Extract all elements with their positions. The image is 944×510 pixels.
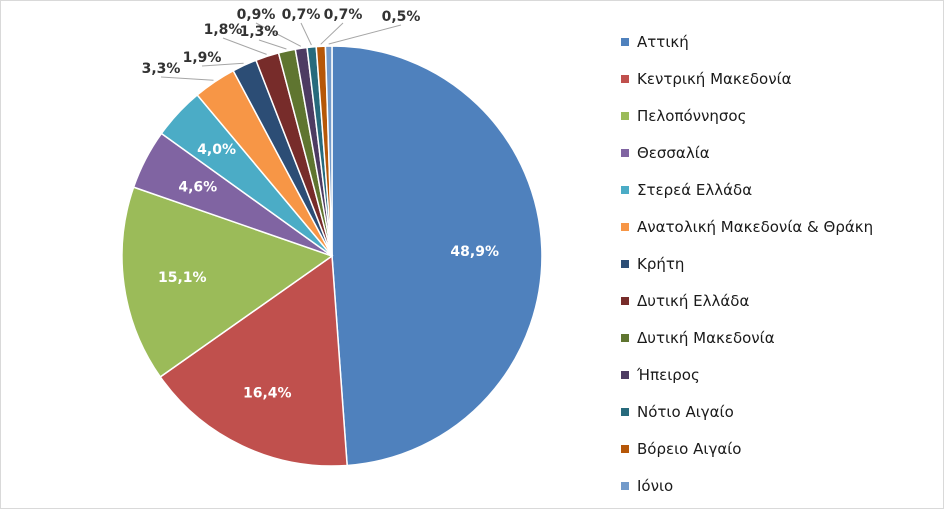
legend-label: Κρήτη	[637, 254, 685, 273]
leader-line	[258, 39, 287, 50]
legend-label: Δυτική Μακεδονία	[637, 328, 775, 347]
legend-item: Κρήτη	[621, 245, 931, 282]
legend-item: Ήπειρος	[621, 356, 931, 393]
legend-swatch	[621, 74, 629, 83]
legend-swatch	[621, 481, 629, 490]
leader-line	[320, 22, 344, 45]
pie-slice	[324, 45, 333, 257]
data-labels: 48,9%16,4%15,1%4,6%4,0%3,3%1,9%1,8%1,3%0…	[142, 7, 499, 402]
data-label: 0,5%	[382, 9, 421, 25]
data-label: 1,8%	[204, 22, 243, 38]
leader-line	[201, 62, 244, 67]
leader-line	[328, 24, 402, 45]
data-label: 1,3%	[240, 24, 279, 40]
legend-label: Ιόνιο	[637, 476, 674, 495]
legend-swatch	[621, 444, 629, 453]
legend-swatch	[621, 370, 629, 379]
legend-item: Πελοπόννησος	[621, 97, 931, 134]
data-label: 48,9%	[450, 244, 499, 260]
legend-swatch	[621, 37, 629, 46]
legend-label: Νότιο Αιγαίο	[637, 402, 734, 421]
legend-label: Πελοπόννησος	[637, 106, 747, 125]
legend-swatch	[621, 407, 629, 416]
legend-swatch	[621, 296, 629, 305]
legend-item: Βόρειο Αιγαίο	[621, 430, 931, 467]
legend-item: Δυτική Μακεδονία	[621, 319, 931, 356]
legend-item: Θεσσαλία	[621, 134, 931, 171]
legend-label: Στερεά Ελλάδα	[637, 180, 753, 199]
pie-slices	[121, 45, 543, 467]
legend-item: Αττική	[621, 23, 931, 60]
legend-label: Δυτική Ελλάδα	[637, 291, 750, 310]
data-label: 0,7%	[324, 7, 363, 23]
legend-item: Κεντρική Μακεδονία	[621, 60, 931, 97]
data-label: 0,7%	[282, 7, 321, 23]
leader-lines	[160, 22, 402, 81]
data-label: 4,6%	[178, 179, 217, 195]
legend: Αττική Κεντρική Μακεδονία Πελοπόννησος Θεσσ…	[621, 23, 931, 504]
pie-slice	[331, 45, 543, 467]
legend-item: Δυτική Ελλάδα	[621, 282, 931, 319]
data-label: 16,4%	[243, 386, 292, 402]
legend-label: Ήπειρος	[637, 365, 700, 384]
legend-item: Νότιο Αιγαίο	[621, 393, 931, 430]
legend-item: Στερεά Ελλάδα	[621, 171, 931, 208]
data-label: 15,1%	[158, 270, 207, 286]
pie-slice	[121, 186, 334, 378]
legend-swatch	[621, 148, 629, 157]
data-label: 1,9%	[183, 50, 222, 66]
legend-label: Αττική	[637, 32, 689, 51]
legend-swatch	[621, 111, 629, 120]
legend-swatch	[621, 222, 629, 231]
leader-line	[300, 22, 312, 46]
leader-line	[222, 37, 267, 55]
legend-label: Κεντρική Μακεδονία	[637, 69, 792, 88]
leader-line	[160, 76, 214, 81]
legend-label: Βόρειο Αιγαίο	[637, 439, 742, 458]
legend-item: Ανατολική Μακεδονία & Θράκη	[621, 208, 931, 245]
legend-swatch	[621, 259, 629, 268]
legend-item: Ιόνιο	[621, 467, 931, 504]
legend-label: Ανατολική Μακεδονία & Θράκη	[637, 217, 874, 236]
legend-swatch	[621, 185, 629, 194]
leader-line	[255, 22, 302, 47]
data-label: 0,9%	[237, 7, 276, 23]
data-label: 3,3%	[142, 61, 181, 77]
legend-swatch	[621, 333, 629, 342]
pie-slice	[159, 254, 348, 467]
legend-label: Θεσσαλία	[637, 143, 710, 162]
data-label: 4,0%	[197, 142, 236, 158]
